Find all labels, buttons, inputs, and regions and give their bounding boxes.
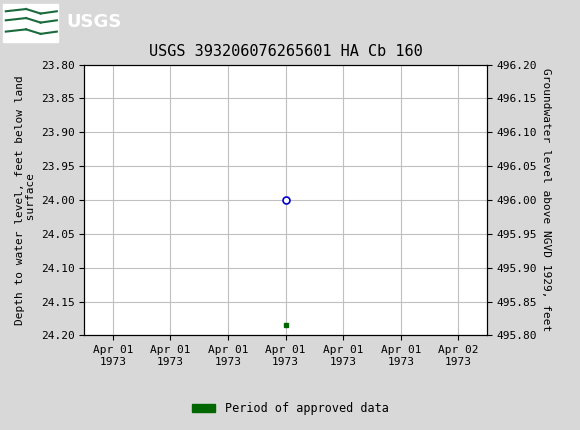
Legend: Period of approved data: Period of approved data [187,397,393,420]
Y-axis label: Groundwater level above NGVD 1929, feet: Groundwater level above NGVD 1929, feet [541,68,552,332]
Y-axis label: Depth to water level, feet below land
 surface: Depth to water level, feet below land su… [15,75,37,325]
Title: USGS 393206076265601 HA Cb 160: USGS 393206076265601 HA Cb 160 [149,44,422,59]
Text: USGS: USGS [67,12,122,31]
Bar [3,3,58,42]
